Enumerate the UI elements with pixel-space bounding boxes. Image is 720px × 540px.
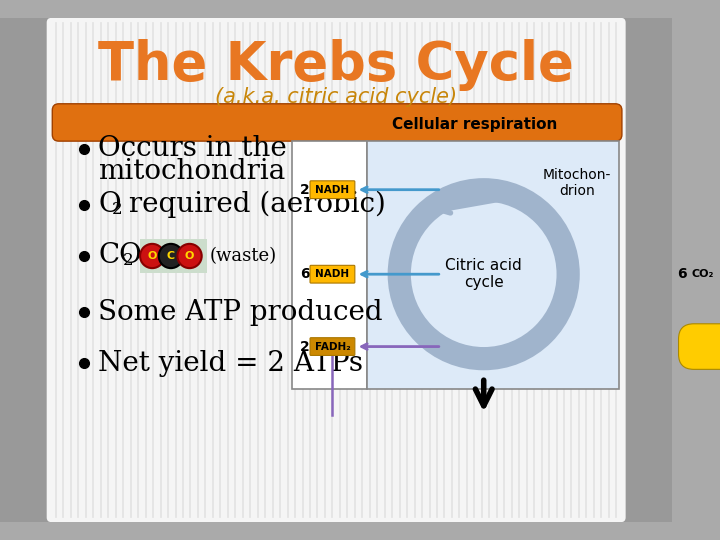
- Circle shape: [177, 244, 202, 268]
- Text: 2: 2: [123, 252, 134, 269]
- FancyBboxPatch shape: [292, 141, 367, 389]
- Text: CO₂: CO₂: [692, 269, 714, 279]
- Text: 6: 6: [300, 267, 310, 281]
- Text: required (aerobic): required (aerobic): [120, 191, 385, 218]
- Text: O: O: [98, 191, 121, 218]
- Text: (a.k.a. citric acid cycle): (a.k.a. citric acid cycle): [215, 87, 457, 107]
- Text: 2: 2: [112, 201, 122, 218]
- FancyBboxPatch shape: [53, 104, 622, 141]
- Text: Cellular respiration: Cellular respiration: [392, 117, 557, 132]
- FancyBboxPatch shape: [310, 265, 355, 283]
- Text: NADH: NADH: [315, 269, 349, 279]
- Text: The Krebs Cycle: The Krebs Cycle: [99, 38, 574, 91]
- Circle shape: [411, 201, 557, 347]
- Text: Some ATP produced: Some ATP produced: [98, 299, 382, 326]
- Text: O: O: [185, 251, 194, 261]
- Text: Net yield = 2 ATPs: Net yield = 2 ATPs: [98, 350, 363, 377]
- Text: O: O: [148, 251, 157, 261]
- Text: 6: 6: [677, 267, 687, 281]
- Circle shape: [140, 244, 164, 268]
- Text: FADH₂: FADH₂: [315, 342, 351, 352]
- Text: CO: CO: [98, 242, 142, 269]
- Text: Citric acid
cycle: Citric acid cycle: [446, 258, 522, 291]
- FancyBboxPatch shape: [310, 338, 355, 355]
- Text: ATP: ATP: [694, 339, 720, 354]
- Circle shape: [158, 244, 183, 268]
- FancyBboxPatch shape: [570, 0, 719, 540]
- Text: 2: 2: [677, 340, 687, 354]
- Text: (waste): (waste): [210, 247, 277, 265]
- Text: 2: 2: [300, 340, 310, 354]
- FancyBboxPatch shape: [0, 0, 103, 540]
- Text: NADH: NADH: [315, 185, 349, 195]
- Text: Occurs in the: Occurs in the: [98, 135, 287, 162]
- FancyBboxPatch shape: [685, 262, 720, 286]
- Text: mitochondria: mitochondria: [98, 158, 285, 185]
- FancyBboxPatch shape: [47, 18, 626, 522]
- Text: 2: 2: [300, 183, 310, 197]
- FancyBboxPatch shape: [310, 181, 355, 199]
- FancyBboxPatch shape: [140, 239, 207, 273]
- FancyBboxPatch shape: [367, 141, 619, 389]
- Text: C: C: [167, 251, 175, 261]
- Text: Mitochon-
drion: Mitochon- drion: [543, 168, 611, 198]
